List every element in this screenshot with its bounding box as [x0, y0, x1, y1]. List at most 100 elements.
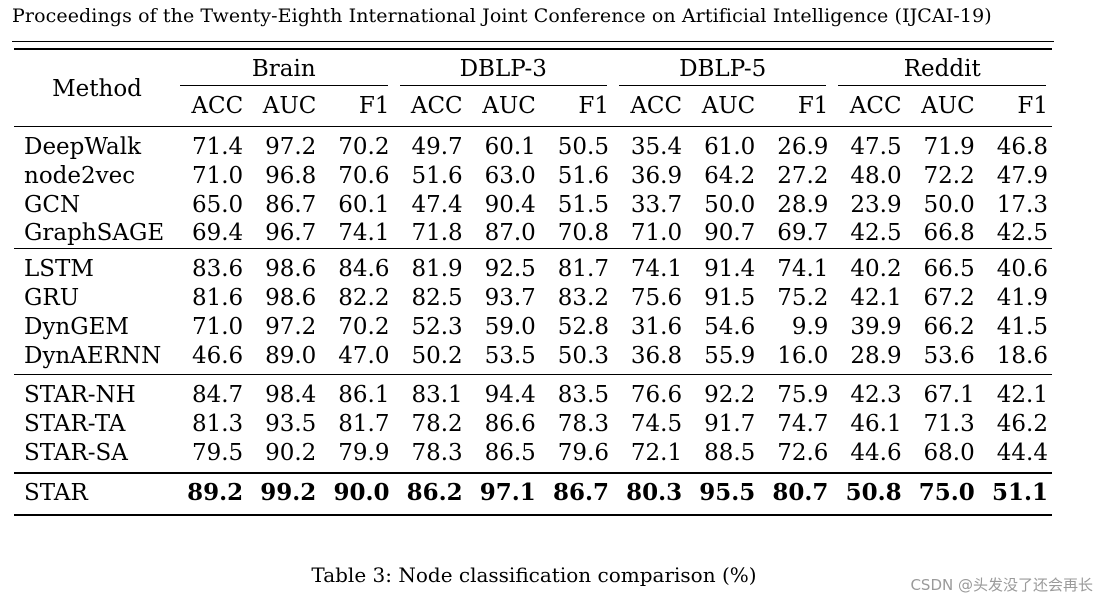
metric-header: F1: [1017, 93, 1048, 119]
value-cell: 53.6: [923, 342, 975, 369]
value-cell: 83.5: [539, 374, 613, 411]
value-cell: 72.6: [777, 439, 829, 466]
value-cell: 66.2: [923, 313, 975, 340]
value-cell: 81.3: [191, 411, 244, 438]
value-cell: 50.2: [411, 342, 463, 369]
value-cell: 67.2: [923, 284, 975, 311]
table-row: GCN 65.0 86.7 60.1 47.4 90.4 51.5 33.7 50.0 28.9 2…: [14, 191, 1052, 220]
value-cell: 90.0: [320, 471, 394, 516]
value-cell: 97.2: [265, 313, 317, 340]
value-cell: 91.7: [704, 411, 756, 438]
value-cell: 47.5: [850, 134, 902, 160]
value-cell: 79.9: [338, 439, 390, 466]
dataset-header-reddit: Reddit: [832, 49, 1052, 86]
value-cell: 46.1: [850, 411, 902, 438]
value-cell: 71.3: [923, 411, 975, 438]
value-cell: 96.8: [265, 162, 317, 189]
value-cell: 90.2: [265, 439, 317, 466]
value-cell: 71.9: [923, 134, 975, 160]
value-cell: 69.7: [777, 220, 829, 247]
value-cell: 84.6: [320, 248, 394, 284]
value-cell: 71.0: [191, 313, 244, 340]
metric-header: AUC: [482, 93, 536, 119]
value-cell: 42.3: [832, 374, 906, 411]
value-cell: 98.6: [247, 248, 321, 284]
value-cell: 39.9: [850, 313, 902, 340]
dataset-header-dblp5: DBLP-5: [613, 49, 832, 86]
table-row: LSTM 83.6 98.6 84.6 81.9 92.5 81.7 74.1 91.4 74.1…: [14, 248, 1052, 284]
metric-header: ACC: [630, 93, 683, 119]
value-cell: 83.2: [557, 284, 609, 311]
value-cell: 75.9: [759, 374, 833, 411]
value-cell: 54.6: [704, 313, 756, 340]
value-cell: 67.1: [905, 374, 979, 411]
value-cell: 42.5: [996, 220, 1048, 247]
value-cell: 51.6: [557, 162, 609, 189]
metric-header: AUC: [921, 93, 975, 119]
method-group: DeepWalk 71.4 97.2 70.2 49.7 60.1 50.5 35.4 61.0…: [14, 127, 1052, 249]
value-cell: 88.5: [704, 439, 756, 466]
value-cell: 79.6: [557, 439, 609, 466]
value-cell: 81.9: [393, 248, 467, 284]
value-cell: 49.7: [411, 134, 463, 160]
value-cell: 23.9: [850, 191, 902, 218]
value-cell: 36.8: [630, 342, 683, 369]
value-cell: 65.0: [191, 191, 244, 218]
table-row: DynAERNN 46.6 89.0 47.0 50.2 53.5 50.3 36.8 55.9…: [14, 342, 1052, 375]
value-cell: 98.4: [247, 374, 321, 411]
value-cell: 47.9: [996, 162, 1048, 189]
value-cell: 41.5: [996, 313, 1048, 340]
value-cell: 46.6: [191, 342, 244, 369]
value-cell: 78.3: [411, 439, 463, 466]
value-cell: 81.7: [539, 248, 613, 284]
value-cell: 17.3: [996, 191, 1048, 218]
header-rule: [12, 41, 1054, 42]
value-cell: 99.2: [247, 471, 321, 516]
value-cell: 52.8: [557, 313, 609, 340]
value-cell: 50.0: [704, 191, 756, 218]
method-name-cell: LSTM: [14, 248, 175, 284]
dataset-header-brain: Brain: [174, 49, 393, 86]
table-row: GraphSAGE 69.4 96.7 74.1 71.8 87.0 70.8 71.0 90.…: [14, 219, 1052, 248]
value-cell: 51.6: [411, 162, 463, 189]
value-cell: 72.1: [630, 439, 683, 466]
method-name-cell: STAR-TA: [24, 411, 126, 438]
value-cell: 86.1: [320, 374, 394, 411]
table-row: STAR-TA 81.3 93.5 81.7 78.2 86.6 78.3 74.5 91.7 7…: [14, 410, 1052, 439]
value-cell: 9.9: [791, 313, 829, 340]
value-cell: 86.6: [484, 411, 536, 438]
value-cell: 79.5: [191, 439, 244, 466]
value-cell: 80.7: [759, 471, 833, 516]
value-cell: 89.2: [174, 471, 248, 516]
table-row: DynGEM 71.0 97.2 70.2 52.3 59.0 52.8 31.6 54.6 9.…: [14, 313, 1052, 342]
value-cell: 86.2: [393, 471, 467, 516]
value-cell: 78.2: [411, 411, 463, 438]
value-cell: 33.7: [630, 191, 683, 218]
value-cell: 41.9: [996, 284, 1048, 311]
value-cell: 51.1: [978, 471, 1052, 516]
value-cell: 75.6: [630, 284, 683, 311]
results-table-container: Method Brain DBLP-3 DBLP-5 Reddit ACC AU…: [14, 48, 1052, 516]
value-cell: 98.6: [265, 284, 317, 311]
value-cell: 44.6: [850, 439, 902, 466]
method-name-cell: STAR-SA: [24, 439, 128, 466]
value-cell: 60.1: [338, 191, 390, 218]
metric-header: ACC: [191, 93, 244, 119]
method-group: LSTM 83.6 98.6 84.6 81.9 92.5 81.7 74.1 91.4 74.1…: [14, 248, 1052, 375]
table-row: GRU 81.6 98.6 82.2 82.5 93.7 83.2 75.6 91.5 75.2 4…: [14, 284, 1052, 313]
value-cell: 95.5: [686, 471, 760, 516]
value-cell: 50.3: [557, 342, 609, 369]
metric-header: F1: [358, 93, 390, 119]
value-cell: 82.5: [411, 284, 463, 311]
value-cell: 50.5: [557, 134, 609, 160]
proceedings-header: Proceedings of the Twenty-Eighth Interna…: [12, 5, 992, 27]
value-cell: 40.6: [978, 248, 1052, 284]
value-cell: 86.5: [484, 439, 536, 466]
value-cell: 74.1: [338, 220, 390, 247]
value-cell: 92.2: [686, 374, 760, 411]
value-cell: 69.4: [191, 220, 244, 247]
table-row: STAR 89.2 99.2 90.0 86.2 97.1 86.7 80.3 95.5 80.7…: [14, 471, 1052, 516]
value-cell: 86.7: [539, 471, 613, 516]
value-cell: 71.0: [630, 220, 683, 247]
metric-header: F1: [578, 93, 609, 119]
